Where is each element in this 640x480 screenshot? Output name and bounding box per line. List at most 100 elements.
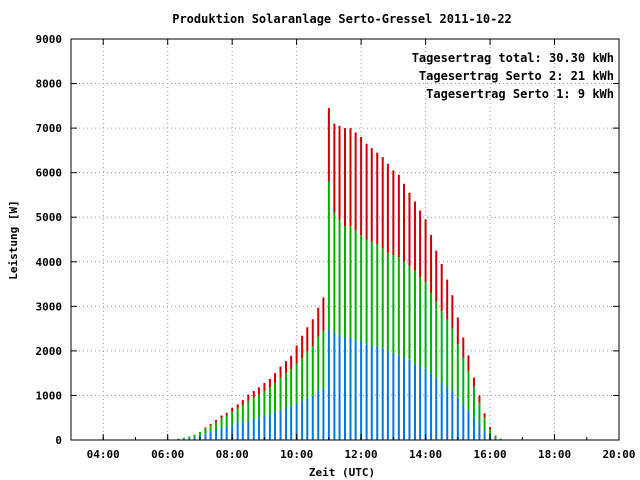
bar-serto-1 bbox=[478, 424, 481, 440]
x-tick-label: 20:00 bbox=[602, 448, 635, 461]
bar-serto-1 bbox=[376, 346, 379, 440]
bar-differenz bbox=[451, 295, 454, 329]
y-tick-label: 6000 bbox=[36, 167, 63, 180]
bar-serto-2 bbox=[209, 425, 212, 432]
bar-serto-1 bbox=[430, 373, 433, 440]
bar-serto-1 bbox=[419, 366, 422, 440]
bar-serto-2 bbox=[478, 402, 481, 425]
bar-serto-1 bbox=[188, 438, 191, 440]
bar-serto-2 bbox=[279, 377, 282, 410]
bar-serto-1 bbox=[327, 328, 330, 440]
bar-differenz bbox=[327, 108, 330, 182]
bar-serto-1 bbox=[494, 438, 497, 440]
bar-differenz bbox=[344, 128, 346, 227]
bar-serto-2 bbox=[295, 363, 298, 404]
bar-differenz bbox=[295, 345, 298, 364]
bar-differenz bbox=[489, 427, 492, 430]
x-tick-label: 08:00 bbox=[216, 448, 249, 461]
x-tick-label: 14:00 bbox=[409, 448, 442, 461]
bar-serto-2 bbox=[198, 431, 201, 436]
bar-differenz bbox=[220, 415, 223, 419]
bar-differenz bbox=[306, 327, 309, 352]
bar-serto-2 bbox=[252, 397, 255, 420]
bar-serto-2 bbox=[435, 301, 438, 378]
bar-serto-2 bbox=[193, 434, 196, 438]
bar-serto-1 bbox=[236, 423, 239, 440]
legend: Tagesertrag total: 30.30 kWh Tagesertrag… bbox=[412, 51, 614, 101]
bar-serto-2 bbox=[499, 438, 502, 440]
bar-differenz bbox=[370, 148, 373, 242]
bar-serto-2 bbox=[301, 358, 304, 402]
bar-serto-2 bbox=[220, 418, 223, 428]
bar-differenz bbox=[386, 163, 389, 253]
bar-serto-1 bbox=[301, 401, 304, 440]
bar-serto-2 bbox=[215, 422, 218, 431]
bar-serto-2 bbox=[241, 405, 244, 423]
bar-differenz bbox=[204, 427, 207, 429]
bar-differenz bbox=[338, 125, 341, 220]
bar-serto-1 bbox=[204, 434, 207, 440]
bar-serto-2 bbox=[424, 281, 427, 369]
bar-serto-1 bbox=[252, 419, 255, 440]
bar-differenz bbox=[252, 390, 255, 398]
bar-serto-1 bbox=[440, 382, 443, 440]
bar-differenz bbox=[494, 435, 497, 437]
bar-serto-1 bbox=[338, 335, 341, 440]
x-axis-label: Zeit (UTC) bbox=[309, 466, 375, 479]
bar-serto-1 bbox=[483, 431, 486, 440]
bar-serto-1 bbox=[241, 422, 244, 440]
bar-serto-2 bbox=[483, 417, 486, 432]
bar-differenz bbox=[424, 219, 427, 282]
bar-differenz bbox=[247, 394, 250, 401]
y-tick-label: 9000 bbox=[36, 33, 63, 46]
x-tick-label: 06:00 bbox=[151, 448, 184, 461]
bar-differenz bbox=[381, 157, 384, 249]
bar-serto-1 bbox=[408, 359, 411, 440]
bar-differenz bbox=[419, 210, 422, 278]
y-tick-label: 0 bbox=[55, 434, 62, 447]
bar-serto-1 bbox=[215, 430, 218, 440]
bar-differenz bbox=[462, 337, 465, 358]
bar-serto-2 bbox=[408, 266, 411, 360]
x-tick-label: 10:00 bbox=[280, 448, 313, 461]
y-tick-label: 4000 bbox=[36, 256, 63, 269]
bar-differenz bbox=[215, 419, 218, 423]
x-tick-label: 16:00 bbox=[473, 448, 506, 461]
ticks: 0 1000 2000 3000 4000 5000 6000 7000 8000 9000 04:… bbox=[36, 33, 636, 461]
bar-serto-2 bbox=[440, 310, 443, 383]
bar-serto-2 bbox=[467, 370, 470, 412]
x-tick-label: 18:00 bbox=[538, 448, 571, 461]
bar-serto-1 bbox=[435, 377, 438, 440]
bar-serto-1 bbox=[225, 426, 228, 440]
bar-differenz bbox=[435, 250, 438, 302]
bar-serto-1 bbox=[354, 339, 357, 440]
bar-serto-1 bbox=[220, 427, 223, 440]
bar-serto-1 bbox=[231, 424, 234, 440]
x-tick-label: 04:00 bbox=[87, 448, 120, 461]
y-tick-label: 5000 bbox=[36, 211, 63, 224]
bar-serto-1 bbox=[247, 420, 250, 440]
x-tick-label: 12:00 bbox=[345, 448, 378, 461]
bar-serto-2 bbox=[263, 390, 266, 416]
bar-differenz bbox=[274, 373, 277, 383]
bar-differenz bbox=[317, 307, 320, 337]
y-tick-label: 7000 bbox=[36, 122, 63, 135]
bar-serto-2 bbox=[354, 230, 357, 340]
bar-serto-2 bbox=[456, 344, 459, 398]
bar-serto-1 bbox=[317, 390, 320, 440]
bar-serto-2 bbox=[338, 219, 341, 336]
bar-differenz bbox=[402, 183, 405, 262]
bar-serto-2 bbox=[446, 319, 449, 387]
bar-serto-2 bbox=[322, 330, 325, 389]
bar-differenz bbox=[446, 279, 449, 320]
bar-differenz bbox=[467, 355, 470, 371]
y-tick-label: 1000 bbox=[36, 389, 63, 402]
bar-differenz bbox=[279, 366, 282, 378]
bar-differenz bbox=[263, 382, 266, 391]
bar-differenz bbox=[483, 413, 486, 418]
bar-serto-1 bbox=[446, 386, 449, 440]
bar-serto-2 bbox=[290, 369, 293, 407]
bar-differenz bbox=[285, 361, 288, 374]
bar-serto-1 bbox=[467, 411, 470, 440]
bar-serto-2 bbox=[472, 386, 475, 418]
